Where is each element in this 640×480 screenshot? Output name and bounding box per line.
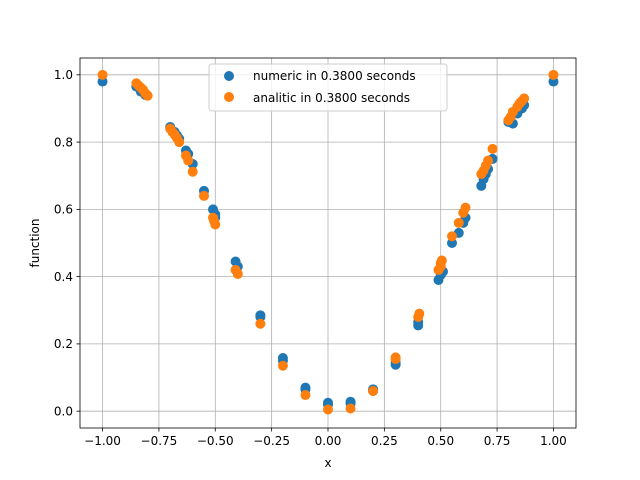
data-point [232, 268, 243, 279]
x-tick-label: −1.00 [84, 434, 121, 448]
x-tick-label: 0.75 [484, 434, 511, 448]
data-point [187, 166, 198, 177]
x-tick-label: 0.50 [427, 434, 454, 448]
data-point [390, 354, 401, 365]
data-points [97, 69, 559, 415]
data-point [323, 404, 333, 415]
data-point [453, 217, 464, 228]
data-point [483, 155, 494, 166]
legend-marker-numeric [224, 71, 234, 81]
y-axis-label: function [28, 218, 42, 267]
data-point [519, 93, 530, 104]
x-tick-label: 0.00 [315, 434, 342, 448]
data-point [142, 90, 153, 101]
data-point [487, 143, 498, 154]
legend-box [208, 63, 448, 112]
data-point [460, 202, 471, 213]
y-tick-label: 0.8 [54, 135, 73, 149]
data-point [345, 403, 356, 414]
data-point [436, 255, 447, 266]
legend-marker-analitic [224, 92, 234, 102]
data-point [183, 155, 194, 166]
data-point [447, 231, 457, 242]
x-tick-label: 1.00 [540, 434, 567, 448]
legend-label-numeric: numeric in 0.3800 seconds [253, 69, 416, 83]
data-point [548, 69, 559, 80]
x-axis-ticks: −1.00 −0.75 −0.50 −0.25 0.00 0.25 0.50 0.75 1.00 [84, 428, 567, 448]
data-point [174, 137, 185, 148]
data-point [199, 190, 209, 201]
x-tick-label: −0.75 [141, 434, 178, 448]
y-tick-label: 0.2 [54, 337, 73, 351]
x-axis-label: x [324, 456, 331, 470]
data-point [210, 219, 221, 230]
x-tick-label: −0.25 [253, 434, 290, 448]
x-tick-label: 0.25 [371, 434, 398, 448]
y-tick-label: 0.4 [54, 270, 73, 284]
legend-label-analitic: analitic in 0.3800 seconds [253, 91, 410, 105]
data-point [255, 318, 266, 329]
y-axis-ticks: 0.0 0.2 0.4 0.6 0.8 1.0 [54, 68, 80, 418]
data-point [414, 308, 425, 319]
data-point [300, 390, 311, 401]
y-tick-label: 1.0 [54, 68, 73, 82]
y-tick-label: 0.6 [54, 203, 73, 217]
data-point [97, 69, 108, 80]
data-point [277, 360, 288, 371]
series-1 [97, 69, 559, 415]
legend: numeric in 0.3800 seconds analitic in 0.… [208, 63, 448, 112]
data-point [368, 386, 379, 396]
data-point [413, 320, 424, 331]
y-tick-label: 0.0 [54, 404, 73, 418]
x-tick-label: −0.50 [197, 434, 234, 448]
